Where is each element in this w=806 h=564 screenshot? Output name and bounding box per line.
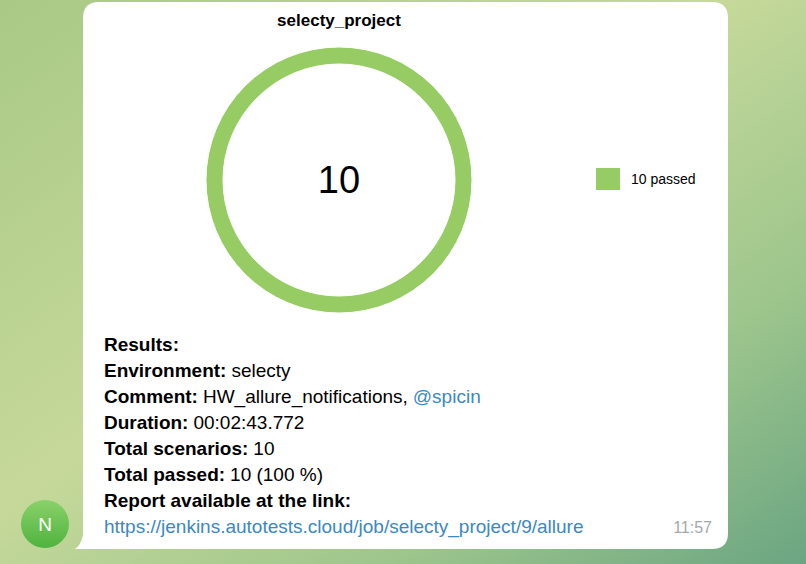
legend-swatch: [596, 168, 620, 190]
line-value: 10: [253, 438, 274, 459]
message-line: Report available at the link:: [104, 490, 351, 511]
screen: Nselecty_project 10 10 passed Results: Envir…: [0, 0, 806, 564]
legend: 10 passed: [596, 168, 696, 190]
message-line: Comment:HW_allure_notifications,@spicin: [104, 386, 481, 408]
line-value: selecty: [231, 360, 291, 381]
line-value: 10 (100 %): [230, 464, 323, 485]
donut-slice: [206, 47, 472, 313]
center-total: 10: [318, 159, 360, 201]
message-line: Results:: [104, 334, 179, 355]
legend-label: 10 passed: [631, 171, 696, 187]
mention[interactable]: @spicin: [413, 386, 481, 407]
message-time: 11:57: [673, 519, 712, 536]
avatar[interactable]: [21, 500, 69, 548]
message-bubble: [75, 2, 728, 549]
chat-background: [0, 0, 806, 564]
chart-title: selecty_project: [277, 11, 401, 30]
line-value: HW_allure_notifications,: [203, 386, 408, 408]
line-label: Duration:: [104, 412, 188, 433]
line-label: Total passed:: [104, 464, 225, 485]
message-line: Total scenarios:10: [104, 438, 274, 459]
line-label: Total scenarios:: [104, 438, 248, 459]
line-label: Comment:: [104, 386, 198, 407]
line-label: Results:: [104, 334, 179, 355]
plot-area: [206, 47, 472, 313]
avatar-letter: N: [38, 514, 52, 535]
message-line: Duration:00:02:43.772: [104, 412, 304, 433]
report-link[interactable]: https://jenkins.autotests.cloud/job/sele…: [104, 516, 584, 538]
line-label: Report available at the link:: [104, 490, 351, 511]
line-label: Environment:: [104, 360, 226, 381]
message-line: Total passed:10 (100 %): [104, 464, 323, 485]
message-line: Environment:selecty: [104, 360, 291, 381]
line-value: 00:02:43.772: [193, 412, 304, 433]
